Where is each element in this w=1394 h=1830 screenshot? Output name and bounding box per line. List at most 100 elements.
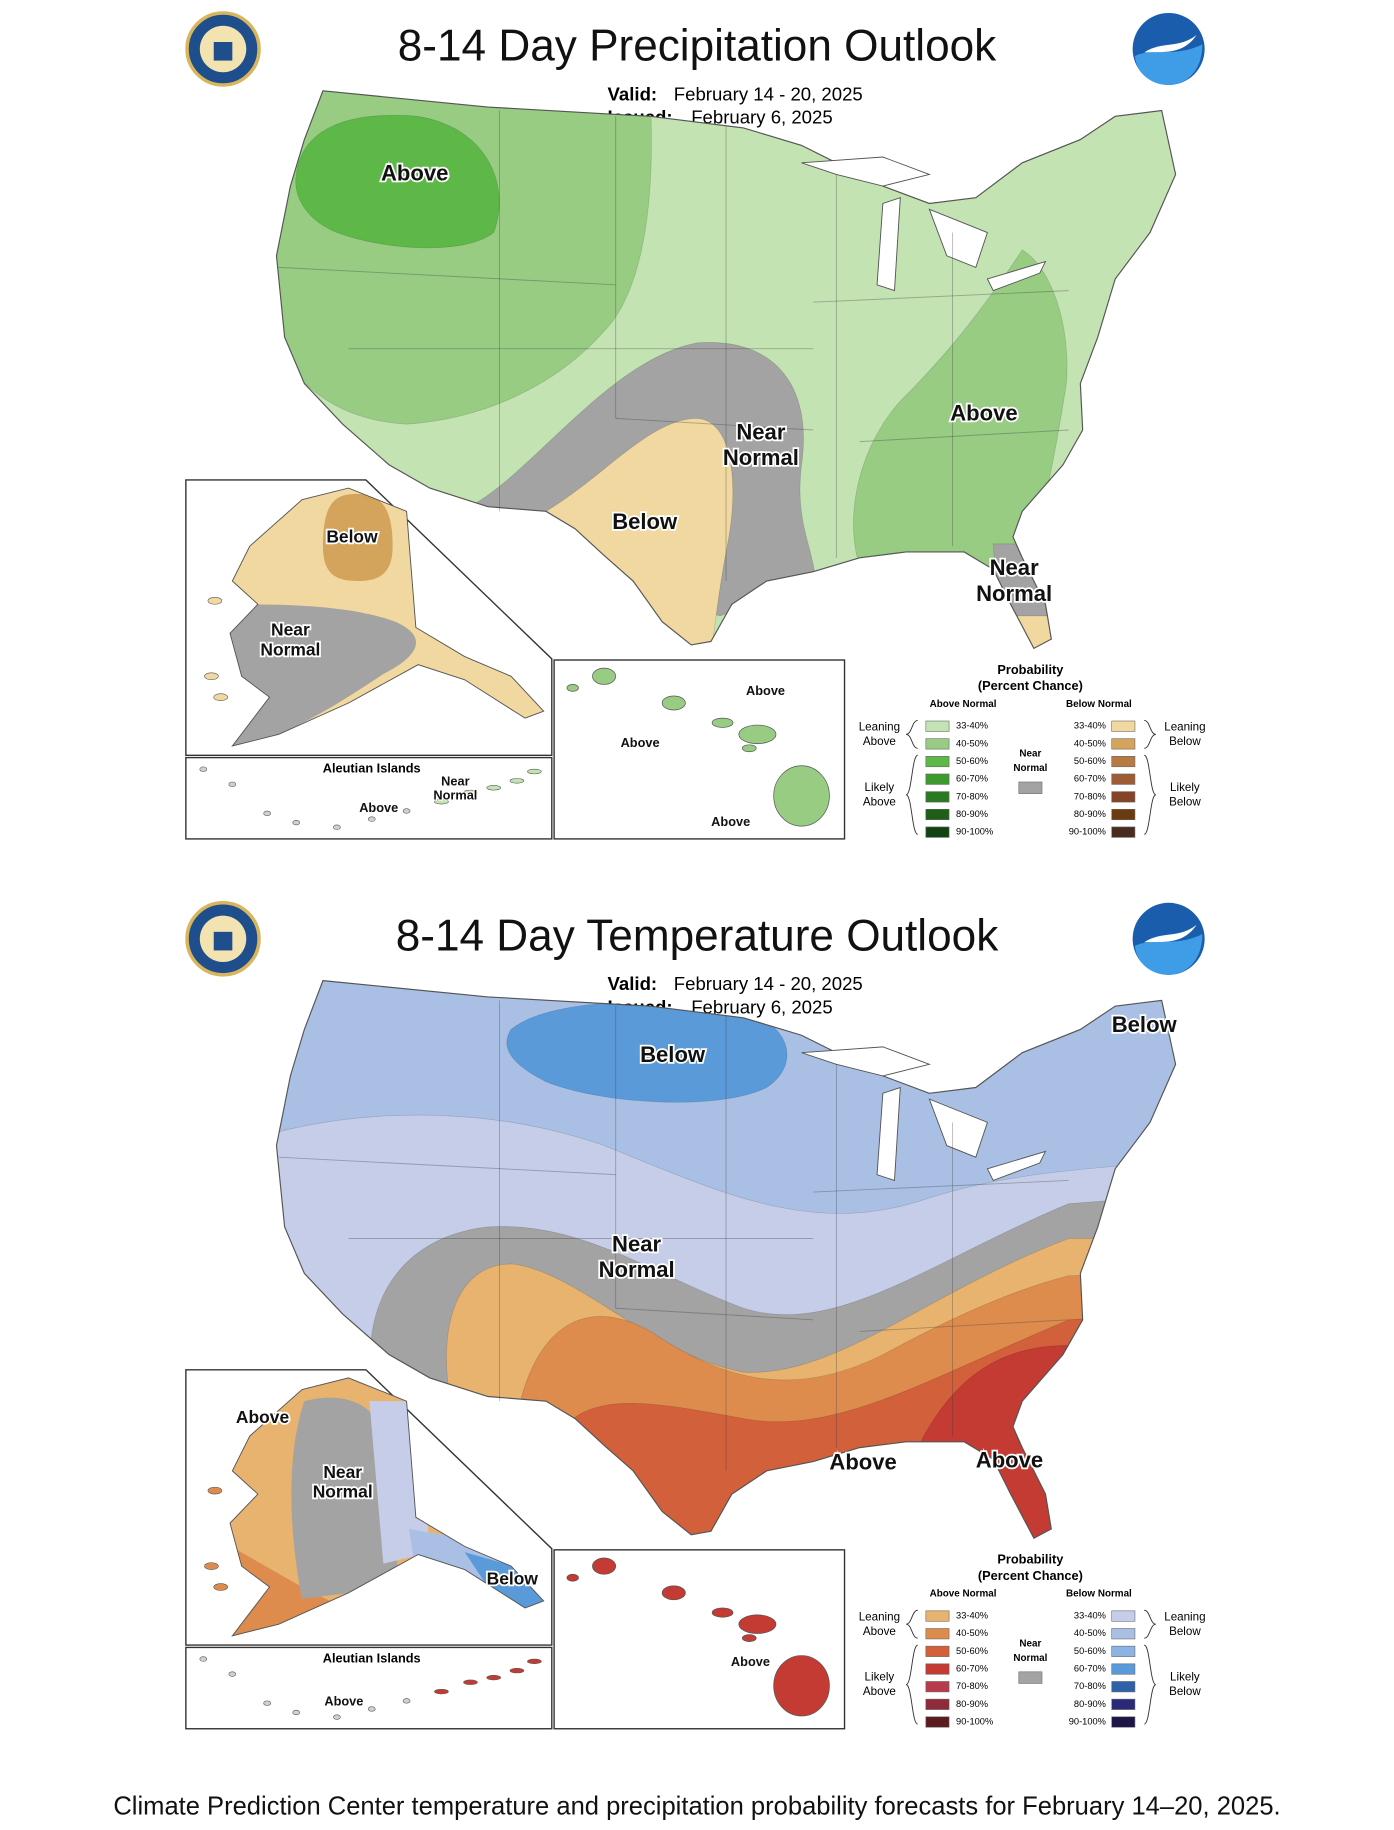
legend-swatch-below [1111,808,1136,821]
map-title: 8-14 Day Temperature Outlook [396,911,999,960]
region-label: Below [1112,1012,1178,1037]
aleutians-label: Above [324,1693,363,1708]
alaska-island [213,1583,228,1591]
noaa-logo-wave [1134,44,1203,85]
aleutian-island [463,1679,478,1685]
legend-text: 70-80% [956,1681,988,1691]
legend-text: 50-60% [956,756,988,766]
legend-swatch-above [925,1663,950,1675]
legend-text: 40-50% [1074,1628,1106,1638]
region-label: Above [381,160,448,185]
region-label: Near [990,555,1039,580]
legend-text: Above Normal [930,699,997,710]
legend-swatch-below [1111,773,1136,785]
legend-text: 33-40% [1074,721,1106,731]
legend-swatch-above [925,808,950,821]
legend-text: 80-90% [956,1699,988,1709]
conus-outline [275,90,1177,650]
legend-text: Likely [1170,1671,1200,1684]
outlook-region [230,604,416,746]
hawaii-island [738,724,777,745]
aleutian-island [527,768,542,775]
legend-text: 90-100% [1069,827,1106,837]
valid-label: Valid: [608,83,658,104]
aleutian-island [402,1698,411,1704]
aleutian-island [292,1709,301,1716]
state-border [278,266,616,286]
aleutian-island [434,1688,449,1695]
legend-text: 50-60% [1074,1646,1106,1656]
legend-brace [905,1644,919,1725]
legend-swatch-below [1111,1628,1136,1640]
region-label: Above [829,1450,896,1475]
hawaii-island [592,667,617,685]
legend-swatch-above [925,738,950,750]
hawaii-island [566,1573,579,1582]
state-border [278,1156,616,1176]
valid-label: Valid: [608,973,658,994]
legend-text: 33-40% [1074,1611,1106,1621]
legend-text: 70-80% [956,791,988,801]
legend-swatch-above [925,1698,950,1710]
legend-swatch-below [1111,756,1136,768]
legend-text: 90-100% [956,827,993,837]
legend-text: Near [1019,1639,1041,1650]
legend-brace [1143,754,1157,835]
state-border [615,1307,814,1321]
legend-text: Probability [997,662,1064,677]
legend-brace [905,719,918,749]
legend-text: Normal [1013,1653,1047,1664]
legend-swatch-below [1111,738,1136,750]
aleutians-title: Aleutian Islands [323,1650,421,1665]
legend-text: 40-50% [956,1628,988,1638]
conus-outline [275,980,1177,1540]
outlook-region [1004,615,1058,649]
hawaii-island [661,1585,686,1601]
legend-text: 40-50% [956,738,988,748]
alaska-outline [229,1377,545,1637]
great-lake [801,1046,931,1077]
state-border [859,1319,1069,1332]
region-label: Normal [976,581,1052,606]
aleutian-island [463,789,478,796]
state-border [813,1179,1069,1193]
state-border [813,290,1069,303]
legend-swatch-below [1111,791,1136,803]
legend-text: Below [1169,1625,1201,1638]
outlook-map: 8-14 Day Precipitation Outlook Valid: Febr… [185,11,1206,840]
aleutian-island [509,778,525,784]
aleutians-label: Normal [433,787,477,802]
alaska-island [207,596,223,605]
great-lake [876,1086,901,1182]
aleutians-label: Near [441,773,469,788]
aleutian-island [434,799,449,805]
alaska-label: Near [271,620,310,640]
aleutian-island [199,766,208,772]
aleutian-island [402,808,411,814]
legend-text: 80-90% [1074,809,1106,819]
aleutians-label: Above [359,800,398,815]
region-label: Below [612,509,678,534]
alaska-island [204,1562,219,1570]
hawaii-label: Above [621,735,660,750]
region-label: Above [950,401,1017,426]
hawaii-island [592,1557,617,1575]
legend-text: 33-40% [956,1611,988,1621]
state-border [615,417,814,431]
region-label: Near [612,1231,661,1256]
legend-text: Below Normal [1066,699,1132,710]
legend-text: Likely [865,1671,895,1684]
valid-dates: February 14 - 20, 2025 [674,83,863,104]
legend-text: Above Normal [930,1589,997,1600]
legend-text: Below [1169,795,1201,808]
issued-date: February 6, 2025 [691,107,833,128]
hawaii-island [741,744,757,753]
region-label: Below [640,1042,706,1067]
alaska-island [207,1486,223,1495]
legend-brace [905,1609,918,1639]
issued-date: February 6, 2025 [691,996,833,1017]
legend-text: Leaning [859,720,900,733]
commerce-shield [213,42,233,61]
legend-text: 60-70% [1074,774,1106,784]
